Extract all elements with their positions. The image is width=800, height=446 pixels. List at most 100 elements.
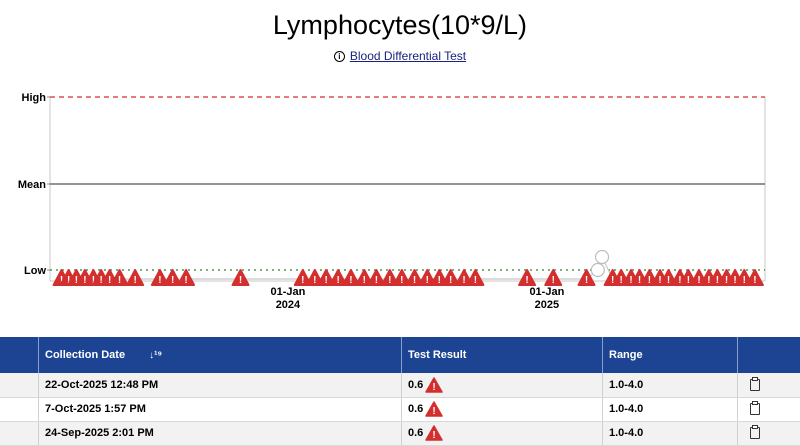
range-cell: 1.0-4.0 <box>603 421 738 445</box>
collection-date-cell: 7-Oct-2025 1:57 PM <box>39 397 402 421</box>
collection-date-label: Collection Date <box>45 349 125 361</box>
collection-date-cell: 24-Sep-2025 2:01 PM <box>39 421 402 445</box>
low-warning-marker[interactable]: ! <box>467 270 483 286</box>
svg-text:!: ! <box>433 406 436 417</box>
svg-text:!: ! <box>171 275 174 286</box>
col-select-header <box>0 337 39 373</box>
actions-cell <box>738 373 800 397</box>
svg-text:!: ! <box>301 275 304 286</box>
svg-text:!: ! <box>349 275 352 286</box>
test-result-value: 0.6 <box>408 403 423 415</box>
svg-text:!: ! <box>400 275 403 286</box>
x-tick-label-year: 2025 <box>535 299 559 311</box>
svg-text:!: ! <box>648 275 651 286</box>
test-result-label: Test Result <box>408 349 466 361</box>
blood-differential-test-link[interactable]: Blood Differential Test <box>350 49 466 63</box>
svg-text:!: ! <box>375 275 378 286</box>
svg-text:!: ! <box>158 275 161 286</box>
sort-icon[interactable]: ↓¹⁹ <box>149 350 162 361</box>
svg-text:!: ! <box>363 275 366 286</box>
table-row[interactable]: 7-Oct-2025 1:57 PM 0.6! 1.0-4.0 <box>0 397 800 421</box>
range-cell: 1.0-4.0 <box>603 373 738 397</box>
col-test-result-header: Test Result <box>402 337 603 373</box>
svg-text:!: ! <box>667 275 670 286</box>
svg-text:!: ! <box>687 275 690 286</box>
svg-text:!: ! <box>753 275 756 286</box>
svg-text:!: ! <box>474 275 477 286</box>
table-row[interactable]: 22-Oct-2025 12:48 PM 0.6! 1.0-4.0 <box>0 373 800 397</box>
low-warning-marker[interactable]: ! <box>127 270 143 286</box>
svg-text:!: ! <box>743 275 746 286</box>
col-actions-header <box>738 337 800 373</box>
actions-cell <box>738 421 800 445</box>
collection-date-value: 24-Sep-2025 2:01 PM <box>45 427 154 439</box>
table-row[interactable]: 24-Sep-2025 2:01 PM 0.6! 1.0-4.0 <box>0 421 800 445</box>
svg-text:!: ! <box>426 275 429 286</box>
x-tick-label: 01-Jan <box>271 286 306 298</box>
y-label-low: Low <box>24 265 46 277</box>
svg-text:!: ! <box>336 275 339 286</box>
svg-text:!: ! <box>118 275 121 286</box>
svg-text:!: ! <box>552 275 555 286</box>
test-result-cell: 0.6! <box>402 397 603 421</box>
range-cell: 1.0-4.0 <box>603 397 738 421</box>
range-value: 1.0-4.0 <box>609 379 643 391</box>
chart-title: Lymphocytes(10*9/L) <box>0 10 800 41</box>
clipboard-icon[interactable] <box>750 427 760 439</box>
clipboard-icon[interactable] <box>750 379 760 391</box>
actions-cell <box>738 397 800 421</box>
svg-text:!: ! <box>433 430 436 441</box>
svg-text:!: ! <box>433 382 436 393</box>
clipboard-icon[interactable] <box>750 403 760 415</box>
row-select-cell <box>0 397 39 421</box>
test-result-value: 0.6 <box>408 379 423 391</box>
svg-text:!: ! <box>239 275 242 286</box>
collection-date-value: 7-Oct-2025 1:57 PM <box>45 403 146 415</box>
svg-text:!: ! <box>133 275 136 286</box>
range-value: 1.0-4.0 <box>609 403 643 415</box>
svg-text:!: ! <box>449 275 452 286</box>
subtitle: i Blood Differential Test <box>0 49 800 63</box>
results-table: Collection Date ↓¹⁹ Test Result Range 22-… <box>0 337 800 446</box>
x-tick-label-year: 2024 <box>276 299 301 311</box>
svg-text:!: ! <box>184 275 187 286</box>
svg-text:!: ! <box>525 275 528 286</box>
in-range-marker[interactable] <box>596 251 609 264</box>
row-select-cell <box>0 373 39 397</box>
svg-text:!: ! <box>313 275 316 286</box>
data-points: !!!!!!!!!!!!!!!!!!!!!!!!!!!!!!!!!!!!!!!!… <box>54 251 763 287</box>
col-range-header: Range <box>603 337 738 373</box>
table-header-row: Collection Date ↓¹⁹ Test Result Range <box>0 337 800 373</box>
warning-icon: ! <box>425 401 443 417</box>
svg-text:!: ! <box>585 275 588 286</box>
range-label: Range <box>609 349 643 361</box>
svg-text:!: ! <box>324 275 327 286</box>
y-label-high: High <box>22 92 47 104</box>
svg-text:!: ! <box>438 275 441 286</box>
svg-text:!: ! <box>413 275 416 286</box>
in-range-marker[interactable] <box>591 264 604 277</box>
collection-date-cell: 22-Oct-2025 12:48 PM <box>39 373 402 397</box>
svg-text:!: ! <box>462 275 465 286</box>
test-result-cell: 0.6! <box>402 373 603 397</box>
test-result-value: 0.6 <box>408 427 423 439</box>
warning-icon: ! <box>425 425 443 441</box>
x-tick-label: 01-Jan <box>529 286 564 298</box>
y-label-mean: Mean <box>18 179 46 191</box>
col-collection-date-header[interactable]: Collection Date ↓¹⁹ <box>39 337 402 373</box>
test-result-cell: 0.6! <box>402 421 603 445</box>
low-warning-marker[interactable]: ! <box>233 270 249 286</box>
row-select-cell <box>0 421 39 445</box>
collection-date-value: 22-Oct-2025 12:48 PM <box>45 379 158 391</box>
range-value: 1.0-4.0 <box>609 427 643 439</box>
svg-text:!: ! <box>388 275 391 286</box>
reference-lines <box>50 97 765 281</box>
low-warning-marker[interactable]: ! <box>545 270 561 286</box>
y-axis-labels: High Mean Low <box>18 92 50 277</box>
low-warning-marker[interactable]: ! <box>178 270 194 286</box>
low-warning-marker[interactable]: ! <box>519 270 535 286</box>
info-icon: i <box>334 51 345 62</box>
